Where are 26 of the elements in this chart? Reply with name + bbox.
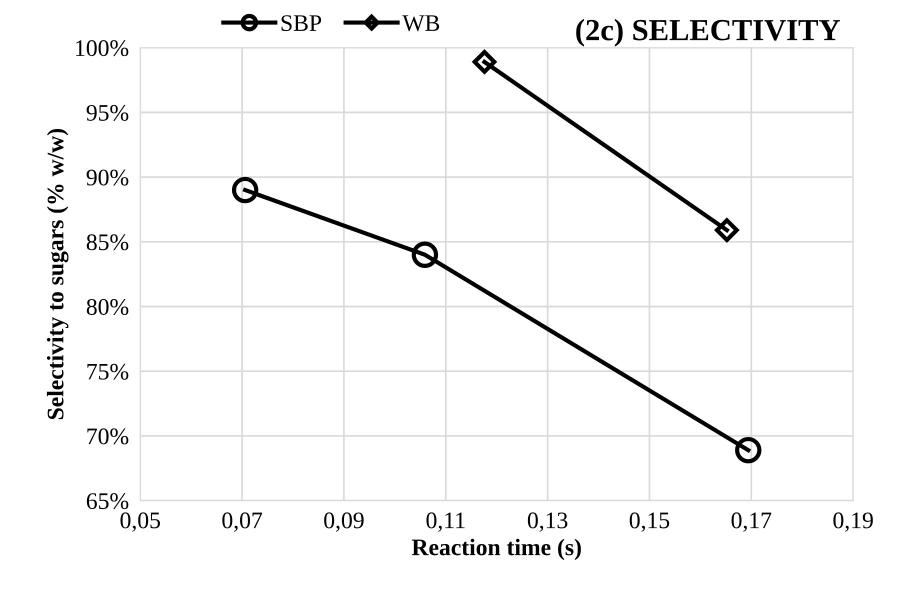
y-tick-label: 100% — [76, 40, 128, 56]
x-tick-label: 0,13 — [528, 512, 568, 532]
y-axis-title: Selectivity to sugars (% w/w) — [46, 128, 68, 420]
y-tick-label: 70% — [87, 428, 128, 444]
legend-label: SBP — [282, 15, 322, 32]
point — [714, 218, 739, 242]
x-tick-label: 0,11 — [426, 512, 465, 532]
y-tick-label: 90% — [86, 170, 128, 186]
legend-label: WB — [402, 15, 440, 32]
y-tick-label: 80% — [86, 299, 128, 316]
x-tick-label: 0,05 — [120, 512, 160, 532]
y-tick-label: 65% — [86, 493, 128, 510]
chart-title: (2c) SELECTIVITY — [576, 18, 840, 47]
x-tick-label: 0,15 — [630, 512, 670, 532]
point — [735, 436, 762, 464]
x-tick-label: 0,07 — [222, 512, 262, 532]
y-tick-label: 75% — [87, 364, 128, 380]
point — [232, 176, 258, 204]
x-tick-label: 0,17 — [732, 512, 772, 532]
x-tick-label: 0,19 — [833, 512, 873, 532]
x-axis-title: Reaction time (s) — [412, 538, 581, 560]
y-tick-label: 95% — [86, 104, 128, 121]
x-tick-label: 0,09 — [324, 512, 364, 532]
point — [472, 50, 496, 74]
point — [412, 242, 438, 268]
y-tick-label: 85% — [86, 234, 128, 250]
